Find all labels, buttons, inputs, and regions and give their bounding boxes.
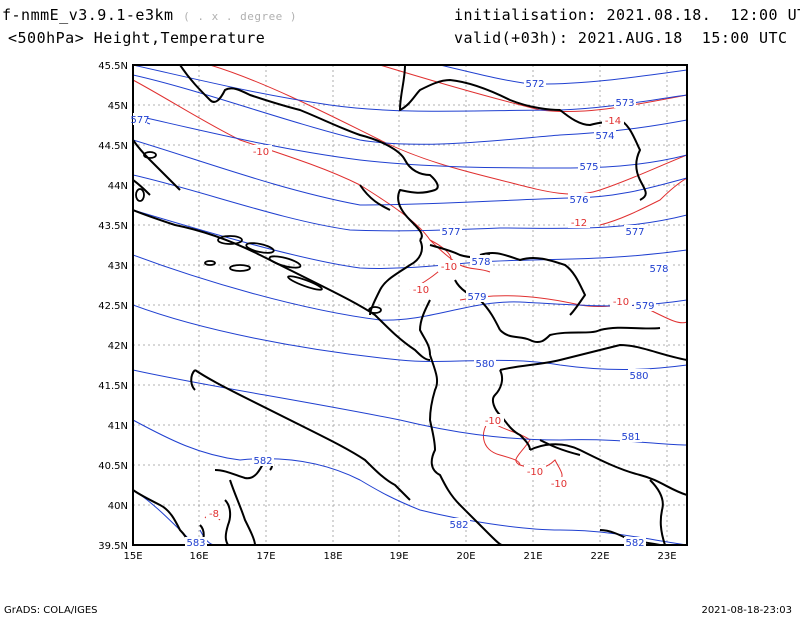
lon-label: 16E (189, 551, 208, 562)
temp-label: -10 (613, 297, 629, 308)
height-label: 581 (621, 432, 640, 443)
lat-label: 39.5N (98, 541, 128, 552)
height-labels: 572 573 574 575 576 577 577 578 578 579 … (130, 77, 670, 549)
map-frame (132, 64, 688, 546)
height-label: 575 (579, 162, 598, 173)
height-label: 582 (625, 538, 644, 549)
temp-label: -10 (441, 262, 457, 273)
lat-label: 42N (108, 341, 128, 352)
model-title: f-nmmE_v3.9.1-e3km ( . x . degree ) (2, 6, 298, 24)
lon-labels: 15E 16E 17E 18E 19E 20E 21E 22E 23E (123, 551, 676, 562)
height-contours (133, 65, 687, 545)
temp-label: -10 (253, 147, 269, 158)
footer-credit: GrADS: COLA/IGES (4, 605, 98, 616)
lon-label: 21E (523, 551, 542, 562)
lat-label: 45.5N (98, 61, 128, 72)
height-label: 579 (467, 292, 486, 303)
lat-label: 42.5N (98, 301, 128, 312)
init-time: initialisation: 2021.08.18. 12:00 UTC (454, 6, 800, 24)
height-label: 582 (253, 456, 272, 467)
lon-label: 23E (657, 551, 676, 562)
height-label: 577 (625, 227, 644, 238)
height-label: 583 (186, 538, 205, 549)
lat-label: 44N (108, 181, 128, 192)
height-label: 577 (130, 115, 149, 126)
height-label: 574 (595, 131, 614, 142)
lon-label: 17E (256, 551, 275, 562)
temp-label: -10 (485, 416, 501, 427)
footer-timestamp: 2021-08-18-23:03 (701, 605, 792, 616)
temp-label: -12 (571, 218, 587, 229)
lat-label: 43.5N (98, 221, 128, 232)
lon-label: 22E (590, 551, 609, 562)
lat-label: 41N (108, 421, 128, 432)
height-label: 578 (471, 257, 490, 268)
lat-label: 40N (108, 501, 128, 512)
lon-label: 15E (123, 551, 142, 562)
lon-label: 20E (456, 551, 475, 562)
temp-label: -10 (413, 285, 429, 296)
height-label: 576 (569, 195, 588, 206)
lat-label: 45N (108, 101, 128, 112)
temperature-labels: -14 -10 -12 -10 -10 -10 -10 -10 -10 -8 (206, 114, 632, 520)
height-label: 582 (449, 520, 468, 531)
coastlines-borders (133, 65, 687, 545)
valid-time: valid(+03h): 2021.AUG.18 15:00 UTC (454, 29, 788, 47)
lat-label: 43N (108, 261, 128, 272)
temp-label: -8 (209, 509, 219, 520)
lat-labels: 45.5N 45N 44.5N 44N 43.5N 43N 42.5N 42N … (98, 61, 128, 552)
lat-label: 44.5N (98, 141, 128, 152)
height-label: 579 (635, 301, 654, 312)
temp-label: -10 (527, 467, 543, 478)
lat-label: 41.5N (98, 381, 128, 392)
lon-label: 19E (389, 551, 408, 562)
height-label: 580 (629, 371, 648, 382)
lat-label: 40.5N (98, 461, 128, 472)
height-label: 580 (475, 359, 494, 370)
temp-label: -14 (605, 116, 621, 127)
height-label: 573 (615, 98, 634, 109)
islands (135, 151, 382, 314)
height-label: 578 (649, 264, 668, 275)
height-label: 577 (441, 227, 460, 238)
lon-label: 18E (323, 551, 342, 562)
height-label: 572 (525, 79, 544, 90)
model-units: ( . x . degree ) (183, 10, 298, 23)
temp-label: -10 (551, 479, 567, 490)
field-title: <500hPa> Height,Temperature (8, 29, 266, 47)
